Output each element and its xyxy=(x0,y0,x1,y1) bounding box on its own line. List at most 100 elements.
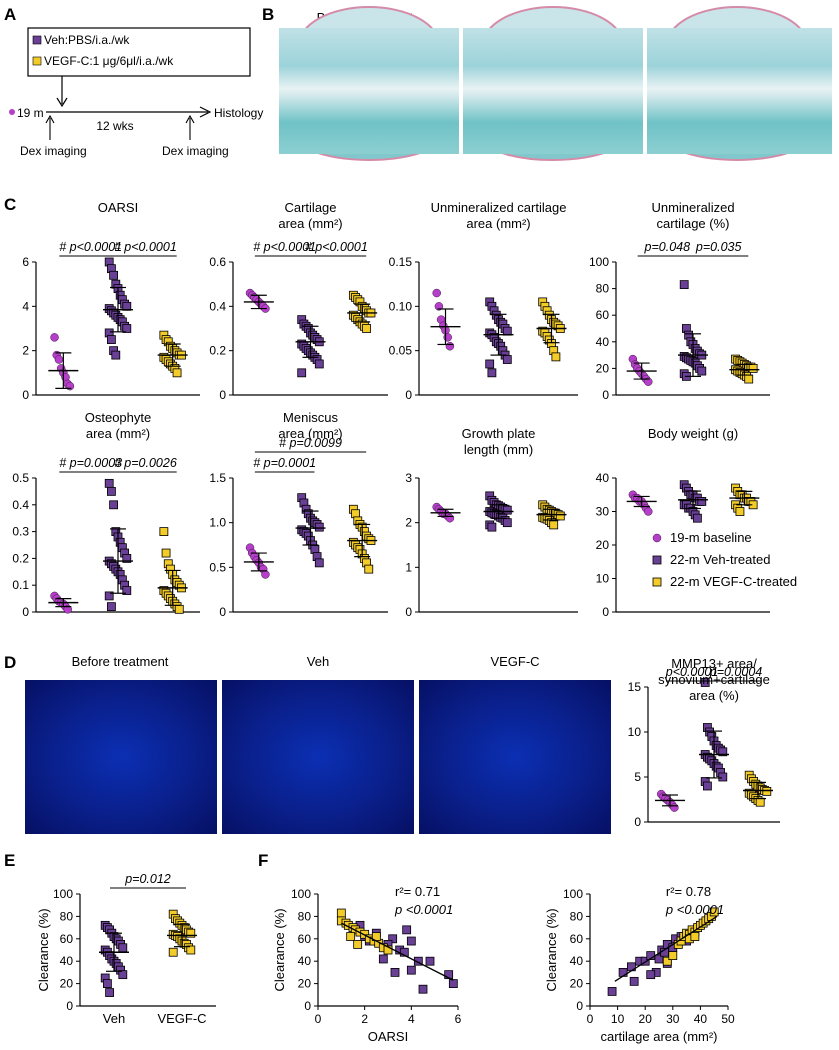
legend-label-0: 19-m baseline xyxy=(670,530,752,545)
y-tick-label: 40 xyxy=(298,954,312,968)
p-label: p <0.0001 xyxy=(394,902,453,917)
data-point-vegfc xyxy=(346,932,356,941)
histology-before-image xyxy=(279,28,459,154)
data-point xyxy=(172,368,182,378)
y-tick-label: 10 xyxy=(596,572,610,586)
data-point-veh xyxy=(418,984,428,994)
y-tick-label: 20 xyxy=(596,361,610,375)
y-tick-label: 60 xyxy=(60,932,74,946)
chart-title: area (%) xyxy=(689,688,739,703)
y-tick-label: 100 xyxy=(563,887,583,901)
y-tick-label: 80 xyxy=(596,282,610,296)
y-tick-label: 0.5 xyxy=(12,471,29,485)
p-value-label: # p=0.0099 xyxy=(279,436,342,450)
chart-title: Meniscus xyxy=(283,410,338,425)
vegfc-legend-swatch xyxy=(32,56,42,66)
chart-title: OARSI xyxy=(98,200,138,215)
chart-title: Unmineralized xyxy=(651,200,734,215)
data-point xyxy=(502,518,512,528)
data-point xyxy=(107,602,116,612)
chart-title: area (mm²) xyxy=(466,216,530,231)
chart-title: area (mm²) xyxy=(86,426,150,441)
data-point xyxy=(703,781,712,791)
data-point-veh xyxy=(406,965,416,975)
y-tick-label: 30 xyxy=(596,505,610,519)
y-tick-label: 6 xyxy=(22,255,29,269)
regression-line xyxy=(614,915,718,982)
data-point xyxy=(487,522,497,532)
data-point xyxy=(364,564,374,574)
data-point xyxy=(744,374,754,384)
data-point xyxy=(118,943,128,953)
y-tick-label: 0.05 xyxy=(389,344,413,358)
data-point-vegfc xyxy=(662,956,672,966)
y-axis-label: Clearance (%) xyxy=(36,908,51,991)
start-label: 19 m xyxy=(17,106,44,120)
p-value-label: # p=0.0026 xyxy=(114,456,177,470)
data-point xyxy=(122,586,132,595)
x-category-label: Veh xyxy=(103,1011,125,1026)
data-point-veh xyxy=(413,956,423,966)
ihc-title-0: Before treatment xyxy=(72,654,169,669)
y-tick-label: 0 xyxy=(66,999,73,1013)
data-point-vegfc xyxy=(383,945,393,955)
data-point xyxy=(118,970,128,980)
chart-corr_oarsi: 0 20 40 60 80 100 0 2 4 6 r²= 0.71 p <0.0001 OARSI Cl… xyxy=(272,884,462,1044)
data-point xyxy=(555,511,565,521)
y-tick-label: 0 xyxy=(22,605,29,619)
chart-title: Cartilage xyxy=(284,200,336,215)
histology-veh-image xyxy=(463,28,643,154)
duration-label: 12 wks xyxy=(96,119,133,133)
chart-title: Body weight (g) xyxy=(648,426,738,441)
y-tick-label: 3 xyxy=(405,471,412,485)
data-point xyxy=(314,558,324,568)
legend-label-2: 22-m VEGF-C-treated xyxy=(670,574,797,589)
x-category-label: VEGF-C xyxy=(157,1011,206,1026)
y-tick-label: 40 xyxy=(570,954,584,968)
dex-imaging-right: Dex imaging xyxy=(162,144,229,158)
data-point-veh xyxy=(444,970,454,980)
data-point xyxy=(432,288,441,298)
data-point xyxy=(697,497,707,506)
legend-marker-1 xyxy=(652,555,662,565)
data-point-veh xyxy=(618,968,628,977)
y-tick-label: 40 xyxy=(60,954,74,968)
data-point xyxy=(487,368,497,378)
data-point xyxy=(174,604,184,614)
y-tick-label: 20 xyxy=(570,977,584,991)
p-value-label: p=0.0004 xyxy=(709,665,763,679)
veh-legend-swatch xyxy=(32,35,42,45)
chart-cartilage: 0 0.2 0.4 0.6 # p<0.0001# p<0.0001 Cartilagea… xyxy=(209,200,388,402)
data-point xyxy=(314,359,324,369)
y-tick-label: 0 xyxy=(602,388,609,402)
y-tick-label: 1 xyxy=(405,560,412,574)
data-point xyxy=(485,359,495,369)
legend-marker-0 xyxy=(652,533,662,543)
data-point xyxy=(445,513,455,523)
data-point-veh xyxy=(378,954,388,964)
data-point xyxy=(109,500,118,510)
imaging-arrow-right-head xyxy=(185,114,195,124)
chart-title: synovium+cartilage xyxy=(658,672,770,687)
chart-title: MMP13+ area/ xyxy=(671,656,757,671)
p-value-label: # p<0.0001 xyxy=(253,240,316,254)
timeline-arrow-head xyxy=(199,106,212,118)
legend-vegfc-text: VEGF-C:1 μg/6μl/i.a./wk xyxy=(44,54,174,68)
data-point xyxy=(502,326,512,336)
y-tick-label: 15 xyxy=(628,680,642,694)
p-value-label: # p<0.0001 xyxy=(59,240,122,254)
y-tick-label: 0.6 xyxy=(209,255,226,269)
p-value-label: # p=0.0003 xyxy=(59,456,122,470)
y-tick-label: 0.4 xyxy=(12,498,29,512)
y-tick-label: 20 xyxy=(60,977,74,991)
y-tick-label: 20 xyxy=(596,538,610,552)
data-point xyxy=(122,324,132,333)
y-tick-label: 5 xyxy=(634,770,641,784)
y-tick-label: 2 xyxy=(405,516,412,530)
data-point-veh xyxy=(607,987,617,996)
chart-corr_cart: 0 20 40 60 80 100 0 10 20 30 40 50 r²= 0.78 p <0.0001… xyxy=(544,884,735,1044)
data-point-veh xyxy=(388,934,398,944)
chart-title: Osteophyte xyxy=(85,410,152,425)
